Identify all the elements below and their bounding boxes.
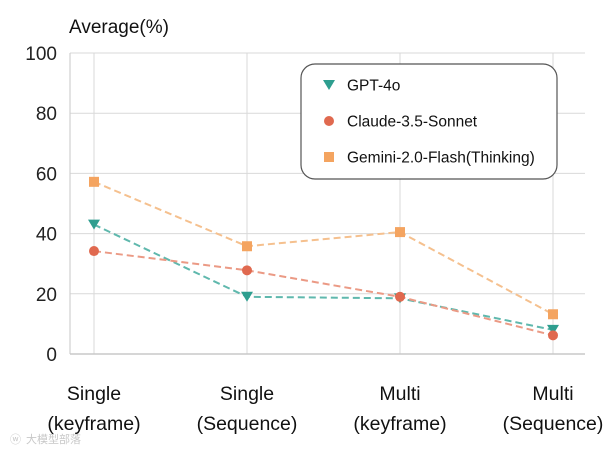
y-tick-label: 0 <box>46 345 57 366</box>
data-point <box>548 330 558 341</box>
legend-marker <box>323 80 335 90</box>
series-line-2 <box>93 180 554 316</box>
x-tick-label-line: Single <box>67 383 121 405</box>
data-point <box>547 324 559 335</box>
y-ticks: 0 20 40 60 80 100 <box>25 44 57 366</box>
legend-marker <box>324 152 334 162</box>
series-lines <box>93 180 554 337</box>
axes <box>69 53 585 355</box>
legend-label: GPT-4o <box>347 78 400 95</box>
data-point <box>242 265 252 276</box>
data-point <box>89 246 99 257</box>
data-point <box>89 176 99 187</box>
y-tick-label: 60 <box>36 164 57 185</box>
data-point <box>548 309 558 320</box>
x-tick-label: Single (keyframe) <box>47 383 140 435</box>
y-tick-label: 40 <box>36 225 57 246</box>
legend-label: Gemini-2.0-Flash(Thinking) <box>347 150 535 167</box>
data-point <box>88 219 100 230</box>
legend-marker <box>324 116 334 126</box>
watermark: ⓦ 大模型部落 <box>10 432 81 446</box>
x-tick-label-line: (Sequence) <box>503 413 603 435</box>
data-point <box>242 241 252 252</box>
y-tick-label: 20 <box>36 285 57 306</box>
x-tick-label-line: (Sequence) <box>197 413 298 435</box>
x-tick-label-line: (keyframe) <box>353 413 446 435</box>
series-markers <box>88 176 559 341</box>
x-tick-label-line: Multi <box>532 383 573 405</box>
x-tick-label-line: (keyframe) <box>47 413 140 435</box>
watermark-text: 大模型部落 <box>26 432 81 446</box>
legend-box <box>300 63 558 180</box>
data-point <box>395 227 405 238</box>
legend-label: Claude-3.5-Sonnet <box>347 114 478 131</box>
y-tick-label: 80 <box>36 104 57 125</box>
data-point <box>395 291 405 302</box>
x-tick-label-line: Single <box>220 383 274 405</box>
data-point <box>241 291 253 302</box>
series-line-0 <box>93 223 554 331</box>
y-tick-label: 100 <box>25 44 57 65</box>
x-tick-label: Multi (Sequence) <box>503 383 603 435</box>
x-tick-label: Single (Sequence) <box>197 383 298 435</box>
y-axis-label: Average(%) <box>69 17 169 38</box>
x-tick-label: Multi (keyframe) <box>353 383 446 435</box>
legend: GPT-4o Claude-3.5-Sonnet Gemini-2.0-Flash(… <box>300 63 558 180</box>
x-tick-label-line: Multi <box>379 383 420 405</box>
x-ticks: Single (keyframe) Single (Sequence) Multi (ke… <box>47 383 603 435</box>
series-line-1 <box>93 250 554 337</box>
watermark-icon: ⓦ <box>10 433 21 446</box>
